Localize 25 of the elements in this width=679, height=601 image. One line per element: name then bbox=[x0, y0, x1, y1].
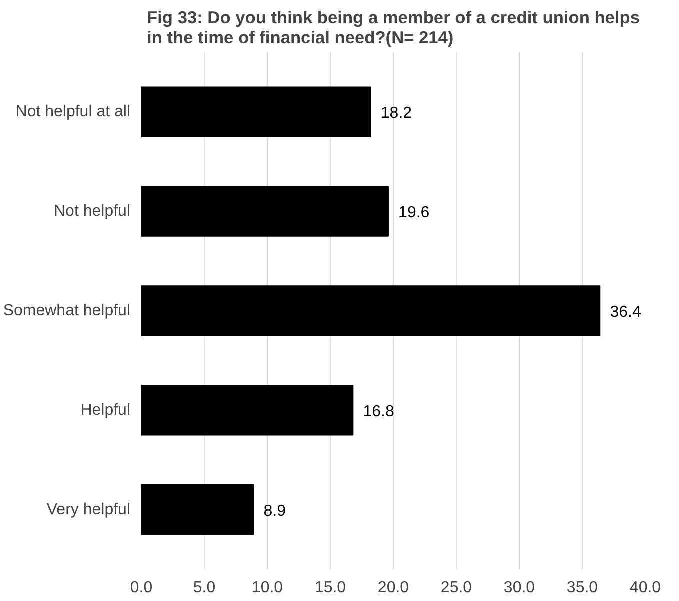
y-tick-label: Not helpful at all bbox=[16, 104, 130, 121]
x-tick-label: 35.0 bbox=[566, 580, 598, 596]
bar bbox=[142, 484, 254, 536]
data-label: 19.6 bbox=[398, 204, 430, 222]
data-label: 16.8 bbox=[363, 403, 394, 420]
x-tick-label: 20.0 bbox=[378, 580, 410, 596]
bar bbox=[142, 286, 601, 336]
bar bbox=[142, 186, 389, 237]
x-tick-label: 10.0 bbox=[252, 580, 284, 596]
x-tick-label: 25.0 bbox=[440, 580, 472, 596]
bar bbox=[142, 385, 354, 436]
y-tick-label: Somewhat helpful bbox=[3, 302, 130, 320]
x-tick-label: 5.0 bbox=[193, 580, 216, 596]
y-tick-label: Not helpful bbox=[54, 203, 131, 220]
chart-title: Fig 33: Do you think being a member of a credit union helps in the time of financial need?(N= 214) bbox=[147, 8, 640, 48]
data-label: 36.4 bbox=[610, 304, 642, 321]
data-label: 8.9 bbox=[264, 502, 286, 520]
y-tick-label: Helpful bbox=[80, 402, 131, 419]
x-tick-label: 0.0 bbox=[130, 580, 153, 596]
y-tick-label: Very helpful bbox=[46, 501, 130, 518]
x-tick-label: 30.0 bbox=[504, 580, 536, 596]
x-tick-label: 40.0 bbox=[630, 580, 662, 596]
data-label: 18.2 bbox=[380, 105, 412, 122]
x-tick-label: 15.0 bbox=[314, 580, 346, 596]
bar bbox=[142, 86, 372, 138]
